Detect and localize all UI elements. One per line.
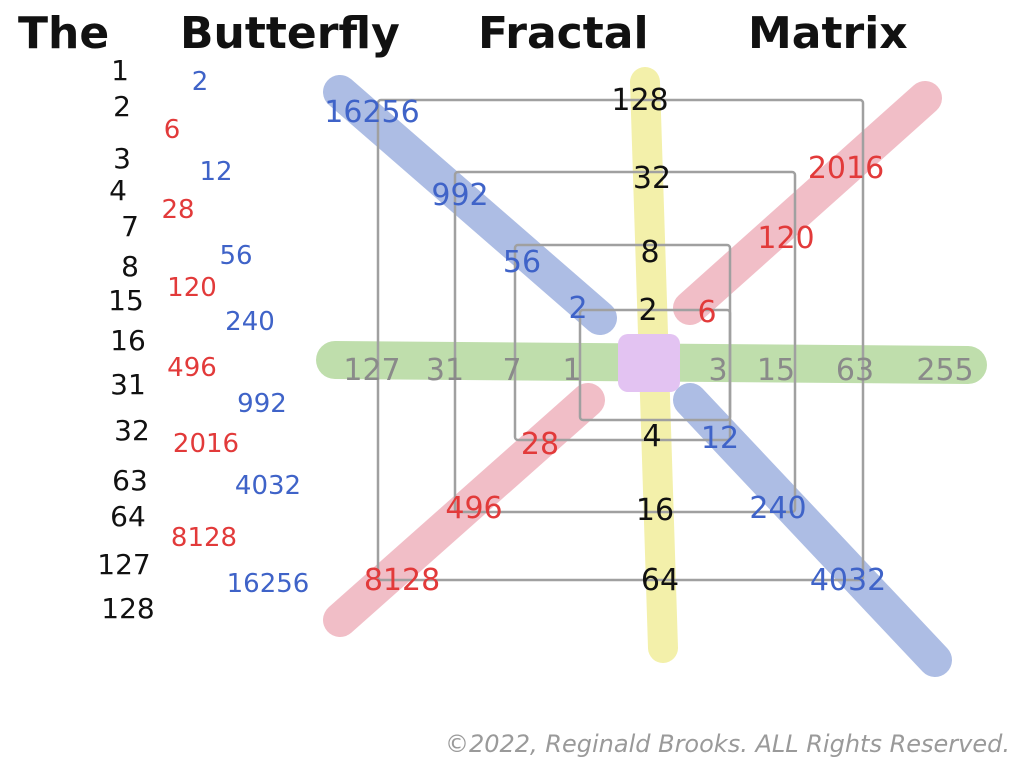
side-black-7: 7 <box>121 210 139 243</box>
red-band-upper-right <box>673 81 942 325</box>
grid-box-inner <box>578 308 732 422</box>
horizontal-axis-labels: 127 31 7 1 3 15 63 255 <box>343 353 973 388</box>
blue-band-lower-right <box>673 383 952 677</box>
title-word-3: Fractal <box>478 8 649 59</box>
h-label-31: 31 <box>426 353 464 388</box>
side-black-64: 64 <box>110 500 146 533</box>
side-list-blue: 2 12 56 240 992 4032 16256 <box>192 67 310 599</box>
side-black-8: 8 <box>121 250 139 283</box>
side-red-496: 496 <box>167 353 217 383</box>
side-black-15: 15 <box>108 284 144 317</box>
side-blue-992: 992 <box>237 389 287 419</box>
side-black-3: 3 <box>113 142 131 175</box>
side-blue-16256: 16256 <box>227 569 310 599</box>
d-label-992-ul: 992 <box>431 178 488 213</box>
red-band-lower-left <box>323 383 605 637</box>
side-red-2016: 2016 <box>173 429 239 459</box>
v-label-2: 2 <box>638 293 657 328</box>
d-label-16256-ul: 16256 <box>324 95 419 130</box>
side-red-28: 28 <box>161 195 194 225</box>
side-blue-4032: 4032 <box>235 471 301 501</box>
side-red-6: 6 <box>164 115 181 145</box>
side-list-black: 1 2 3 4 7 8 15 16 31 32 63 64 127 128 <box>97 54 154 625</box>
title: The Butterfly Fractal Matrix <box>18 8 908 59</box>
h-label-127: 127 <box>343 353 400 388</box>
side-blue-2: 2 <box>192 67 209 97</box>
title-word-2: Butterfly <box>180 8 400 59</box>
nested-grid <box>376 98 865 582</box>
h-label-7: 7 <box>502 353 521 388</box>
d-label-6-ur: 6 <box>697 295 716 330</box>
v-label-16: 16 <box>636 493 674 528</box>
title-word-1: The <box>18 8 109 59</box>
side-red-120: 120 <box>167 273 217 303</box>
d-label-28-ll: 28 <box>521 427 559 462</box>
side-blue-12: 12 <box>199 157 232 187</box>
d-label-2016-ur: 2016 <box>808 151 884 186</box>
v-label-4: 4 <box>642 419 661 454</box>
side-black-31: 31 <box>110 368 146 401</box>
d-label-120-ur: 120 <box>757 221 814 256</box>
h-label-1: 1 <box>562 353 581 388</box>
v-label-64: 64 <box>641 563 679 598</box>
side-black-16: 16 <box>110 324 146 357</box>
h-label-63: 63 <box>836 353 874 388</box>
v-label-8: 8 <box>640 235 659 270</box>
side-red-8128: 8128 <box>171 523 237 553</box>
center-square <box>618 334 680 392</box>
diagonal-labels: 16256 992 56 2 2016 120 6 28 496 8128 12… <box>324 95 886 598</box>
copyright-text: ©2022, Reginald Brooks. ALL Rights Reser… <box>445 730 1010 758</box>
blue-band-upper-left <box>323 75 617 335</box>
d-label-8128-ll: 8128 <box>364 563 440 598</box>
grid-box-3 <box>453 170 797 514</box>
side-black-4: 4 <box>109 174 127 207</box>
d-label-56-ul: 56 <box>503 245 541 280</box>
side-blue-56: 56 <box>219 241 252 271</box>
side-list-red: 6 28 120 496 2016 8128 <box>161 115 239 553</box>
side-black-1: 1 <box>111 54 129 87</box>
h-label-3: 3 <box>708 353 727 388</box>
d-label-496-ll: 496 <box>445 491 502 526</box>
grid-box-outer <box>376 98 865 582</box>
side-black-63: 63 <box>112 464 148 497</box>
side-black-2: 2 <box>113 90 131 123</box>
side-black-32: 32 <box>114 414 150 447</box>
d-label-2-ul: 2 <box>568 291 587 326</box>
side-black-128: 128 <box>101 592 154 625</box>
side-blue-240: 240 <box>225 307 275 337</box>
h-label-15: 15 <box>757 353 795 388</box>
d-label-4032-lr: 4032 <box>810 563 886 598</box>
h-label-255: 255 <box>916 353 973 388</box>
side-list: 1 2 3 4 7 8 15 16 31 32 63 64 127 128 6 … <box>97 54 309 625</box>
side-black-127: 127 <box>97 548 150 581</box>
v-label-32: 32 <box>633 161 671 196</box>
v-label-128: 128 <box>611 83 668 118</box>
d-label-240-lr: 240 <box>749 491 806 526</box>
title-word-4: Matrix <box>748 8 908 59</box>
vertical-axis-labels: 128 32 8 2 4 16 64 <box>611 83 679 598</box>
d-label-12-lr: 12 <box>701 421 739 456</box>
